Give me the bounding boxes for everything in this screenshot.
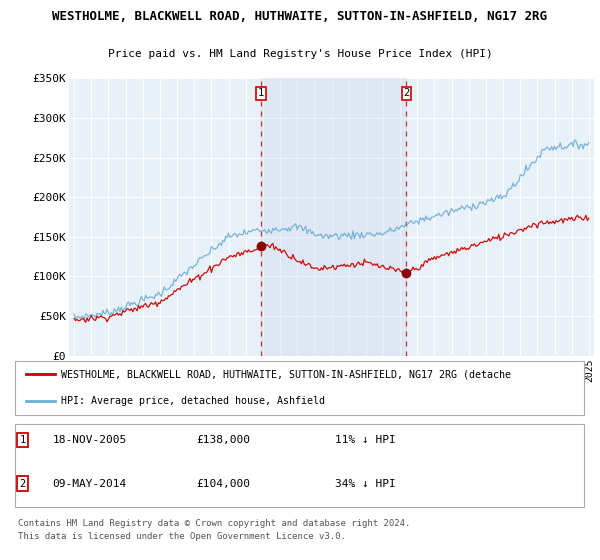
Text: 1: 1 [257,88,264,98]
Text: 2: 2 [403,88,409,98]
Text: 34% ↓ HPI: 34% ↓ HPI [335,478,395,488]
Text: HPI: Average price, detached house, Ashfield: HPI: Average price, detached house, Ashf… [61,396,325,407]
Text: Price paid vs. HM Land Registry's House Price Index (HPI): Price paid vs. HM Land Registry's House … [107,49,493,59]
FancyBboxPatch shape [15,361,584,415]
Bar [261,78,406,356]
Text: WESTHOLME, BLACKWELL ROAD, HUTHWAITE, SUTTON-IN-ASHFIELD, NG17 2RG: WESTHOLME, BLACKWELL ROAD, HUTHWAITE, SU… [53,10,548,23]
Text: £138,000: £138,000 [196,435,250,445]
Text: 1: 1 [19,435,25,445]
FancyBboxPatch shape [15,423,584,507]
Text: £104,000: £104,000 [196,478,250,488]
Text: 18-NOV-2005: 18-NOV-2005 [52,435,127,445]
Text: Contains HM Land Registry data © Crown copyright and database right 2024.
This d: Contains HM Land Registry data © Crown c… [18,519,410,540]
Text: 2: 2 [19,478,25,488]
Text: WESTHOLME, BLACKWELL ROAD, HUTHWAITE, SUTTON-IN-ASHFIELD, NG17 2RG (detache: WESTHOLME, BLACKWELL ROAD, HUTHWAITE, SU… [61,369,511,379]
Text: 11% ↓ HPI: 11% ↓ HPI [335,435,395,445]
Text: 09-MAY-2014: 09-MAY-2014 [52,478,127,488]
